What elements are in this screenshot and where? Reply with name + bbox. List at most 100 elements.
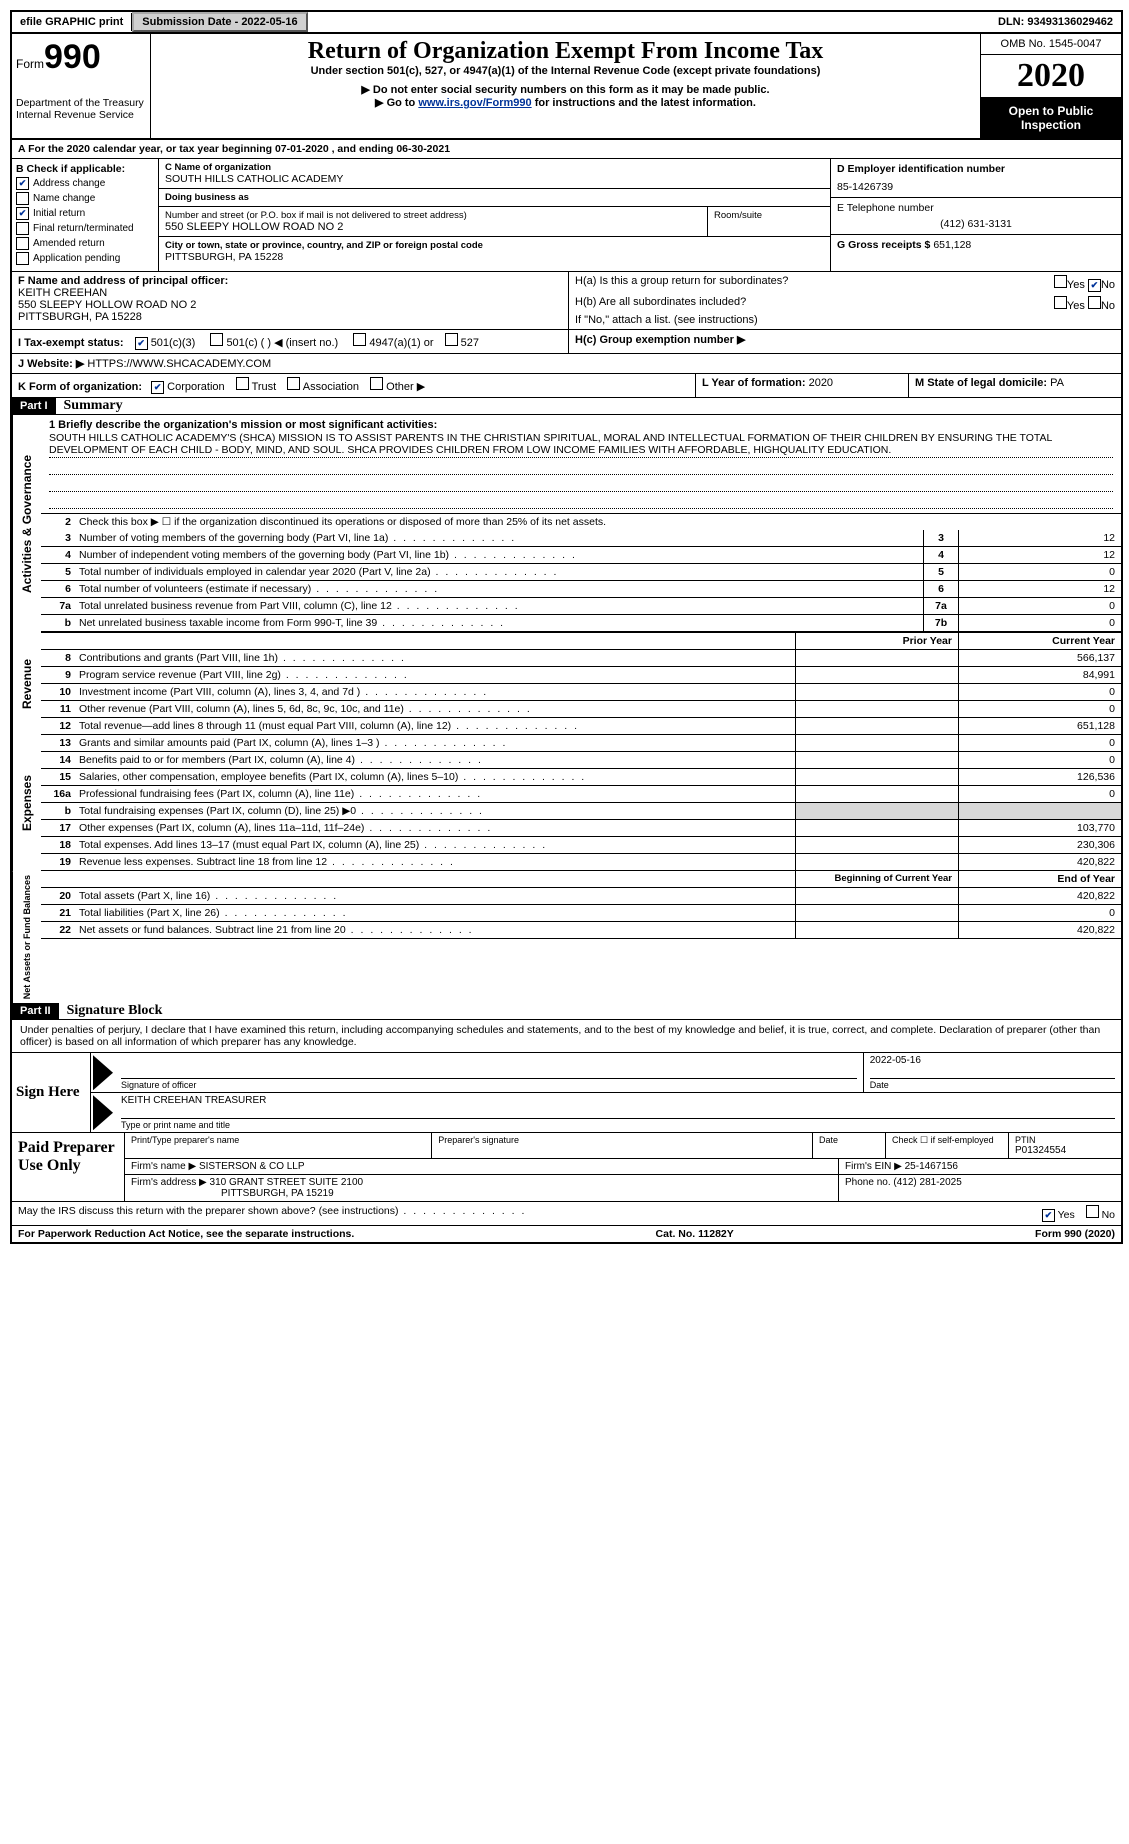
end-year-hdr: End of Year: [958, 871, 1121, 887]
cat-no: Cat. No. 11282Y: [656, 1228, 734, 1240]
officer-name: KEITH CREEHAN: [18, 287, 562, 299]
table-row: 6Total number of volunteers (estimate if…: [41, 581, 1121, 598]
cb-trust[interactable]: [236, 377, 249, 390]
cb-4947[interactable]: [353, 333, 366, 346]
cb-assoc[interactable]: [287, 377, 300, 390]
vlabel-expenses: Expenses: [12, 735, 41, 871]
form-title: Return of Organization Exempt From Incom…: [159, 38, 972, 65]
efile-label: efile GRAPHIC print: [12, 13, 132, 31]
form-990-page: efile GRAPHIC print Submission Date - 20…: [10, 10, 1123, 1244]
cb-501c[interactable]: [210, 333, 223, 346]
table-row: 14Benefits paid to or for members (Part …: [41, 752, 1121, 769]
part2-badge: Part II: [12, 1003, 59, 1019]
table-row: 5Total number of individuals employed in…: [41, 564, 1121, 581]
cb-ha-yes[interactable]: [1054, 275, 1067, 288]
section-bcdeg: B Check if applicable: Address change Na…: [12, 159, 1121, 272]
omb-number: OMB No. 1545-0047: [981, 34, 1121, 55]
table-row: 11Other revenue (Part VIII, column (A), …: [41, 701, 1121, 718]
sig-arrow-icon: [93, 1055, 113, 1090]
dba-label: Doing business as: [165, 192, 824, 203]
mission-blank2: [49, 475, 1113, 492]
footer-line: For Paperwork Reduction Act Notice, see …: [12, 1226, 1121, 1242]
firm-ein: 25-1467156: [905, 1161, 958, 1172]
state-domicile-label: M State of legal domicile:: [915, 377, 1047, 389]
ssn-note: Do not enter social security numbers on …: [159, 83, 972, 96]
cb-amended[interactable]: [16, 237, 29, 250]
website-note: Go to www.irs.gov/Form990 for instructio…: [159, 96, 972, 109]
part1-title: Summary: [56, 398, 123, 414]
ha-label: H(a) Is this a group return for subordin…: [575, 275, 788, 292]
table-row: 19Revenue less expenses. Subtract line 1…: [41, 854, 1121, 871]
row-i-hc: I Tax-exempt status: 501(c)(3) 501(c) ( …: [12, 330, 1121, 354]
street-label: Number and street (or P.O. box if mail i…: [165, 210, 701, 221]
phone-value: (412) 631-3131: [837, 218, 1115, 230]
row-f-h: F Name and address of principal officer:…: [12, 272, 1121, 330]
paid-preparer-label: Paid Preparer Use Only: [12, 1133, 124, 1201]
cb-hb-no[interactable]: [1088, 296, 1101, 309]
cb-address-change[interactable]: [16, 177, 29, 190]
sig-arrow-icon-2: [93, 1095, 113, 1130]
form-subtitle: Under section 501(c), 527, or 4947(a)(1)…: [159, 65, 972, 77]
officer-addr1: 550 SLEEPY HOLLOW ROAD NO 2: [18, 299, 562, 311]
submission-date-button[interactable]: Submission Date - 2022-05-16: [132, 12, 307, 32]
cb-527[interactable]: [445, 333, 458, 346]
table-row: 4Number of independent voting members of…: [41, 547, 1121, 564]
cb-app-pending[interactable]: [16, 252, 29, 265]
table-row: 17Other expenses (Part IX, column (A), l…: [41, 820, 1121, 837]
city-value: PITTSBURGH, PA 15228: [165, 251, 824, 263]
cb-initial-return[interactable]: [16, 207, 29, 220]
table-row: 22Net assets or fund balances. Subtract …: [41, 922, 1121, 939]
sig-officer-label: Signature of officer: [121, 1078, 857, 1090]
form-org-label: K Form of organization:: [18, 381, 142, 393]
table-row: 18Total expenses. Add lines 13–17 (must …: [41, 837, 1121, 854]
cb-ha-no[interactable]: [1088, 279, 1101, 292]
cb-501c3[interactable]: [135, 337, 148, 350]
part2-header-row: Part II Signature Block: [12, 1003, 1121, 1020]
irs-link[interactable]: www.irs.gov/Form990: [418, 97, 531, 109]
col-degh: D Employer identification number 85-1426…: [831, 159, 1121, 271]
part1-body: Activities & Governance 1 Briefly descri…: [12, 415, 1121, 633]
table-row: bTotal fundraising expenses (Part IX, co…: [41, 803, 1121, 820]
net-assets-section: Net Assets or Fund Balances Beginning of…: [12, 871, 1121, 1003]
cb-corp[interactable]: [151, 381, 164, 394]
form-header: Form990 Department of the Treasury Inter…: [12, 34, 1121, 140]
header-center: Return of Organization Exempt From Incom…: [151, 34, 981, 138]
mission-text: SOUTH HILLS CATHOLIC ACADEMY'S (SHCA) MI…: [49, 431, 1113, 458]
prior-year-hdr: Prior Year: [795, 633, 958, 649]
table-row: 8Contributions and grants (Part VIII, li…: [41, 650, 1121, 667]
cb-final-return[interactable]: [16, 222, 29, 235]
top-bar: efile GRAPHIC print Submission Date - 20…: [12, 12, 1121, 34]
org-name: SOUTH HILLS CATHOLIC ACADEMY: [165, 173, 824, 185]
room-label: Room/suite: [714, 210, 824, 221]
street-value: 550 SLEEPY HOLLOW ROAD NO 2: [165, 221, 701, 233]
cb-name-change[interactable]: [16, 192, 29, 205]
revenue-section: Revenue Prior Year Current Year 8Contrib…: [12, 633, 1121, 735]
gross-label: G Gross receipts $: [837, 239, 930, 251]
cb-hb-yes[interactable]: [1054, 296, 1067, 309]
mission-blank1: [49, 458, 1113, 475]
expenses-section: Expenses 13Grants and similar amounts pa…: [12, 735, 1121, 871]
org-name-label: C Name of organization: [165, 162, 824, 173]
year-formation-value: 2020: [809, 377, 833, 389]
q1-label: 1 Briefly describe the organization's mi…: [49, 419, 1113, 431]
state-domicile-value: PA: [1050, 377, 1064, 389]
table-row: 3Number of voting members of the governi…: [41, 530, 1121, 547]
vlabel-netassets: Net Assets or Fund Balances: [12, 871, 41, 1003]
part2-title: Signature Block: [59, 1003, 163, 1019]
paid-preparer-block: Paid Preparer Use Only Print/Type prepar…: [12, 1133, 1121, 1202]
firm-phone: (412) 281-2025: [893, 1177, 961, 1188]
table-row: 13Grants and similar amounts paid (Part …: [41, 735, 1121, 752]
header-left: Form990 Department of the Treasury Inter…: [12, 34, 151, 138]
cb-other[interactable]: [370, 377, 383, 390]
vlabel-revenue: Revenue: [12, 633, 41, 735]
discuss-text: May the IRS discuss this return with the…: [18, 1205, 1042, 1222]
col-b-checkboxes: B Check if applicable: Address change Na…: [12, 159, 159, 271]
cb-discuss-yes[interactable]: [1042, 1209, 1055, 1222]
table-row: 20Total assets (Part X, line 16)420,822: [41, 888, 1121, 905]
gross-value: 651,128: [933, 239, 971, 251]
dln-label: DLN: 93493136029462: [990, 13, 1121, 31]
cb-discuss-no[interactable]: [1086, 1205, 1099, 1218]
hc-label: H(c) Group exemption number ▶: [575, 334, 745, 346]
officer-name-title: KEITH CREEHAN TREASURER: [121, 1095, 1115, 1106]
col-b-label: B Check if applicable:: [16, 163, 154, 175]
